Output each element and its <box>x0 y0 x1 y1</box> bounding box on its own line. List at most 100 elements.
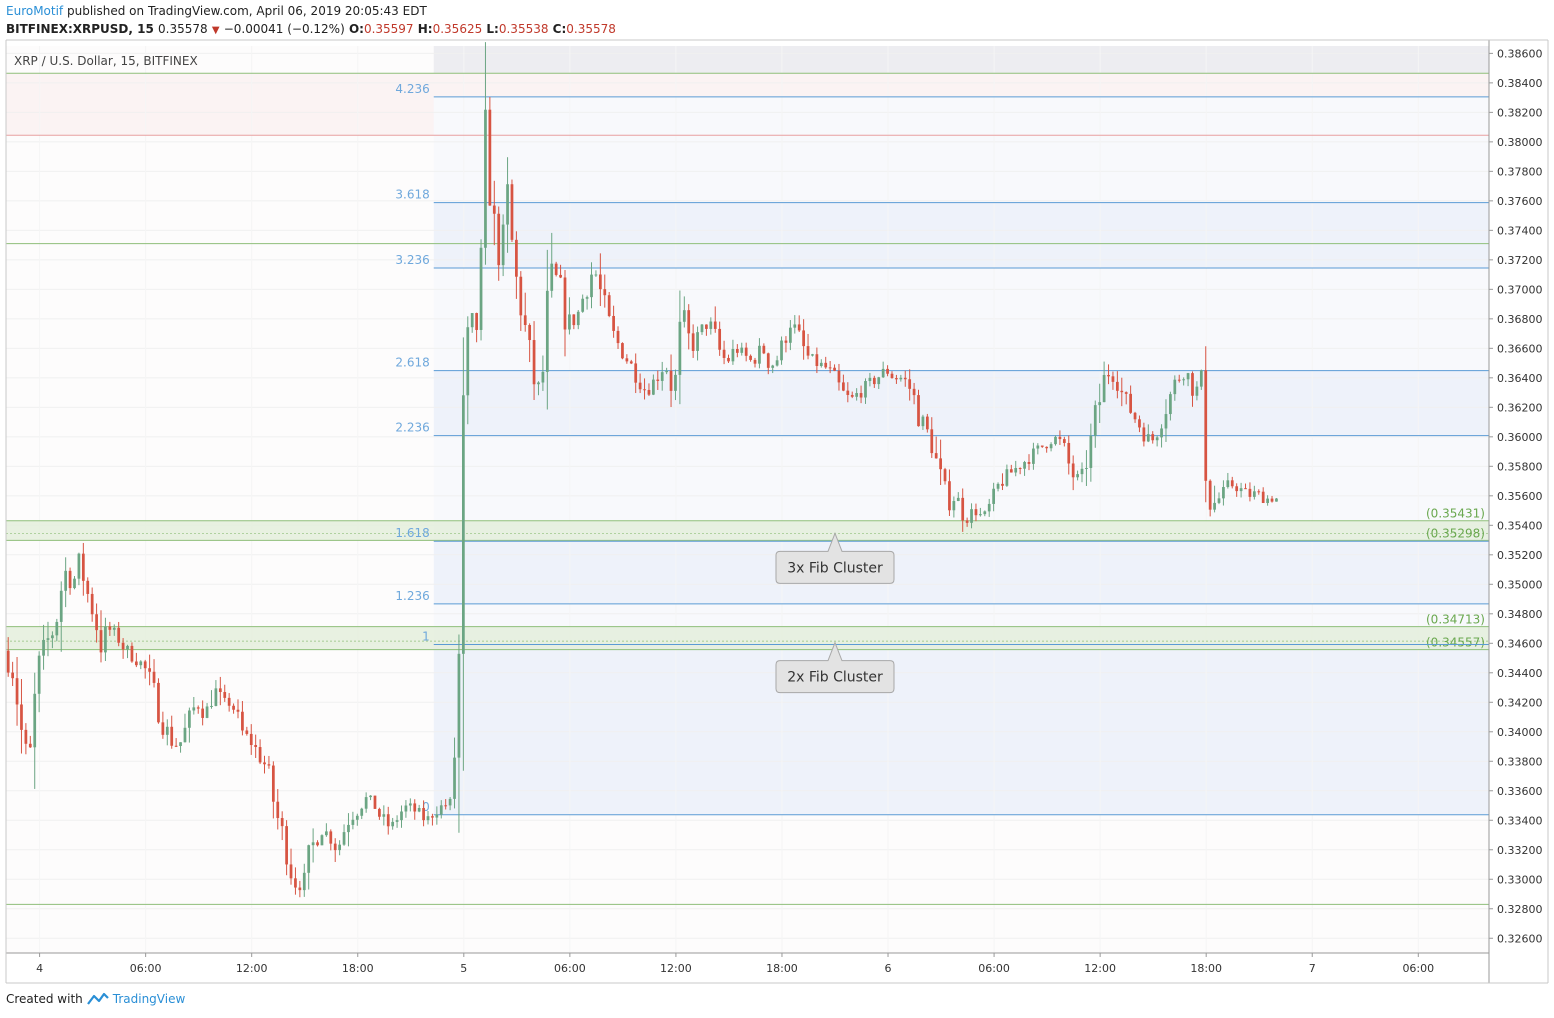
candle-body <box>1146 434 1150 442</box>
candle-body <box>488 109 492 206</box>
candle-body <box>930 429 934 454</box>
candle-body <box>665 370 669 373</box>
fib-band <box>433 370 1490 436</box>
candle-body <box>674 374 677 391</box>
candle-body <box>992 488 996 504</box>
candle-body <box>329 831 333 844</box>
candle-body <box>506 184 509 225</box>
callout-box <box>775 641 895 694</box>
candle-body <box>492 205 496 214</box>
candle-body <box>660 372 664 381</box>
y-tick-label: 0.33000 <box>1497 873 1543 886</box>
candle-body <box>864 381 867 398</box>
candle-body <box>811 354 814 356</box>
y-tick-label: 0.34600 <box>1497 637 1543 650</box>
callout-text: 3x Fib Cluster <box>787 560 883 576</box>
candle-body <box>51 635 54 639</box>
candle-body <box>568 314 571 330</box>
candle-body <box>961 497 965 521</box>
candle-body <box>1182 379 1186 381</box>
candle-body <box>55 621 59 636</box>
candle-body <box>28 743 32 748</box>
candle-body <box>1102 374 1106 403</box>
x-tick-label: 7 <box>1309 962 1316 975</box>
close-label: C: <box>552 22 567 36</box>
candle-body <box>218 688 222 693</box>
tradingview-logo-icon <box>86 992 109 1005</box>
candle-body <box>325 831 328 836</box>
candle-body <box>691 333 695 351</box>
candle-body <box>342 832 346 845</box>
candle-body <box>965 520 969 523</box>
x-tick-label: 06:00 <box>554 962 586 975</box>
candle-body <box>948 481 951 511</box>
candle-body <box>1208 480 1212 510</box>
candle-body <box>223 692 227 698</box>
candle-body <box>669 370 673 391</box>
tradingview-brand[interactable]: TradingView <box>112 992 186 1006</box>
candle-body <box>762 345 766 354</box>
candle-body <box>227 697 231 706</box>
open-label: O: <box>348 22 364 36</box>
candle-body <box>629 361 633 364</box>
candle-body <box>572 314 576 326</box>
candle-body <box>1120 390 1124 393</box>
candle-body <box>1076 474 1079 478</box>
candle-body <box>952 501 956 511</box>
candle-body <box>797 324 801 331</box>
y-tick-label: 0.35400 <box>1497 519 1543 532</box>
candle-body <box>484 109 487 248</box>
author-link[interactable]: EuroMotif <box>6 4 64 18</box>
candle-body <box>1129 393 1132 413</box>
y-tick-label: 0.35200 <box>1497 549 1543 562</box>
candle-body <box>1186 373 1190 380</box>
candle-body <box>775 360 779 366</box>
candle-body <box>956 497 960 502</box>
candle-body <box>1235 486 1239 492</box>
candle-body <box>532 340 536 385</box>
candle-body <box>236 709 240 712</box>
candle-body <box>1027 462 1031 464</box>
candle-body <box>408 803 412 806</box>
created-with-text: Created with <box>6 992 83 1006</box>
candle-body <box>881 368 885 378</box>
fib-level-label: 1.236 <box>395 589 429 603</box>
candle-body <box>267 764 271 766</box>
candle-body <box>170 726 174 746</box>
candle-body <box>519 276 523 316</box>
candle-body <box>307 845 311 873</box>
candle-body <box>585 297 589 299</box>
top-fib-shading <box>433 46 1490 74</box>
y-tick-label: 0.38000 <box>1497 136 1543 149</box>
candle-body <box>104 626 107 653</box>
candle-body <box>1023 462 1026 469</box>
candle-body <box>157 682 160 723</box>
candle-body <box>165 726 169 735</box>
y-tick-label: 0.36400 <box>1497 372 1543 385</box>
candle-body <box>347 824 350 833</box>
candle-body <box>824 362 828 368</box>
candle-body <box>258 747 262 763</box>
candle-body <box>859 393 863 398</box>
candle-body <box>1085 467 1088 469</box>
candle-body <box>731 348 735 362</box>
candle-body <box>6 650 10 673</box>
candle-body <box>590 274 593 298</box>
candle-body <box>766 353 770 368</box>
fib-cluster-zone <box>6 520 1489 541</box>
candle-body <box>360 808 364 816</box>
candle-body <box>872 377 876 385</box>
candle-body <box>338 844 342 851</box>
y-tick-label: 0.37200 <box>1497 254 1543 267</box>
candle-body <box>899 377 903 380</box>
candle-body <box>563 277 567 330</box>
y-tick-label: 0.33600 <box>1497 785 1543 798</box>
y-tick-label: 0.33400 <box>1497 814 1543 827</box>
candle-body <box>1014 467 1018 473</box>
candle-body <box>214 688 218 706</box>
candle-body <box>1067 442 1071 464</box>
candle-body <box>850 394 854 397</box>
candle-body <box>545 290 549 372</box>
candle-body <box>523 315 527 326</box>
